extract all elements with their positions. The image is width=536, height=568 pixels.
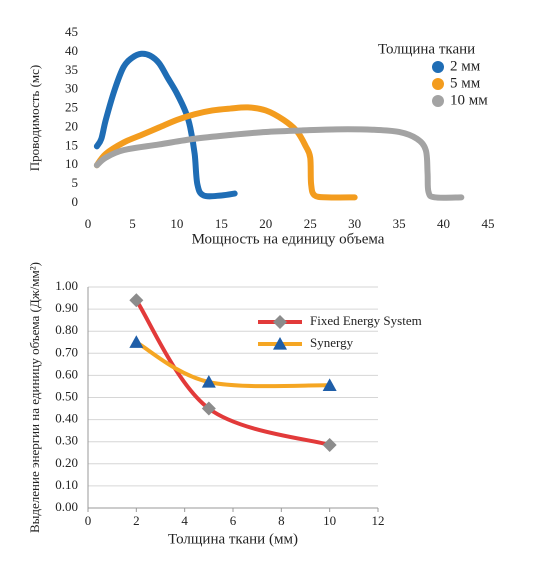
x-tick-label: 25 — [304, 216, 317, 231]
legend-marker — [432, 95, 444, 107]
y-tick-label: 0.00 — [55, 499, 78, 514]
x-tick-label: 0 — [85, 216, 92, 231]
y-axis-title: Выделение энергии на единицу объема (Дж/… — [27, 262, 42, 533]
x-tick-label: 35 — [393, 216, 406, 231]
x-tick-label: 30 — [348, 216, 361, 231]
x-tick-label: 12 — [372, 513, 385, 528]
x-tick-label: 5 — [129, 216, 136, 231]
data-marker — [129, 293, 144, 308]
data-marker — [201, 401, 216, 416]
x-tick-label: 10 — [323, 513, 336, 528]
y-tick-label: 0.10 — [55, 477, 78, 492]
y-tick-label: 40 — [65, 43, 78, 58]
x-tick-label: 6 — [230, 513, 237, 528]
x-tick-label: 4 — [181, 513, 188, 528]
y-tick-label: 30 — [65, 81, 78, 96]
y-tick-label: 0.60 — [55, 366, 78, 381]
x-tick-label: 0 — [85, 513, 92, 528]
data-marker — [322, 378, 337, 391]
y-tick-label: 0.80 — [55, 322, 78, 337]
x-tick-label: 10 — [170, 216, 183, 231]
data-marker — [322, 438, 337, 453]
x-tick-label: 45 — [482, 216, 495, 231]
y-axis-title: Проводимость (мс) — [27, 65, 42, 171]
y-tick-label: 25 — [65, 100, 78, 115]
y-tick-label: 10 — [65, 156, 78, 171]
legend-marker — [273, 337, 287, 350]
legend-label: Synergy — [310, 335, 354, 350]
x-axis-title: Мощность на единицу объема — [192, 231, 385, 247]
legend-label: Fixed Energy System — [310, 313, 422, 328]
y-tick-label: 15 — [65, 137, 78, 152]
y-tick-label: 20 — [65, 118, 78, 133]
x-axis-title: Толщина ткани (мм) — [168, 531, 298, 547]
x-tick-label: 15 — [215, 216, 228, 231]
x-tick-label: 20 — [259, 216, 272, 231]
legend-label: 10 мм — [450, 92, 488, 108]
y-tick-label: 1.00 — [55, 278, 78, 293]
legend-marker — [432, 78, 444, 90]
x-tick-label: 8 — [278, 513, 285, 528]
data-marker — [129, 335, 144, 348]
y-tick-label: 0.50 — [55, 388, 78, 403]
legend-label: 2 мм — [450, 58, 481, 74]
y-tick-label: 0.40 — [55, 411, 78, 426]
y-tick-label: 0.30 — [55, 433, 78, 448]
x-tick-label: 40 — [437, 216, 450, 231]
x-tick-label: 2 — [133, 513, 140, 528]
legend-marker — [432, 61, 444, 73]
y-tick-label: 5 — [72, 175, 79, 190]
series-line — [93, 50, 238, 200]
y-tick-label: 0.20 — [55, 455, 78, 470]
y-tick-label: 0 — [72, 194, 79, 209]
series-line — [93, 104, 358, 201]
legend-label: 5 мм — [450, 75, 481, 91]
series-line — [93, 126, 465, 201]
legend-marker — [273, 315, 287, 329]
y-tick-label: 0.70 — [55, 344, 78, 359]
legend-title: Толщина ткани — [378, 41, 475, 57]
y-tick-label: 35 — [65, 62, 78, 77]
y-tick-label: 0.90 — [55, 300, 78, 315]
data-marker — [201, 375, 216, 388]
y-tick-label: 45 — [65, 24, 78, 39]
